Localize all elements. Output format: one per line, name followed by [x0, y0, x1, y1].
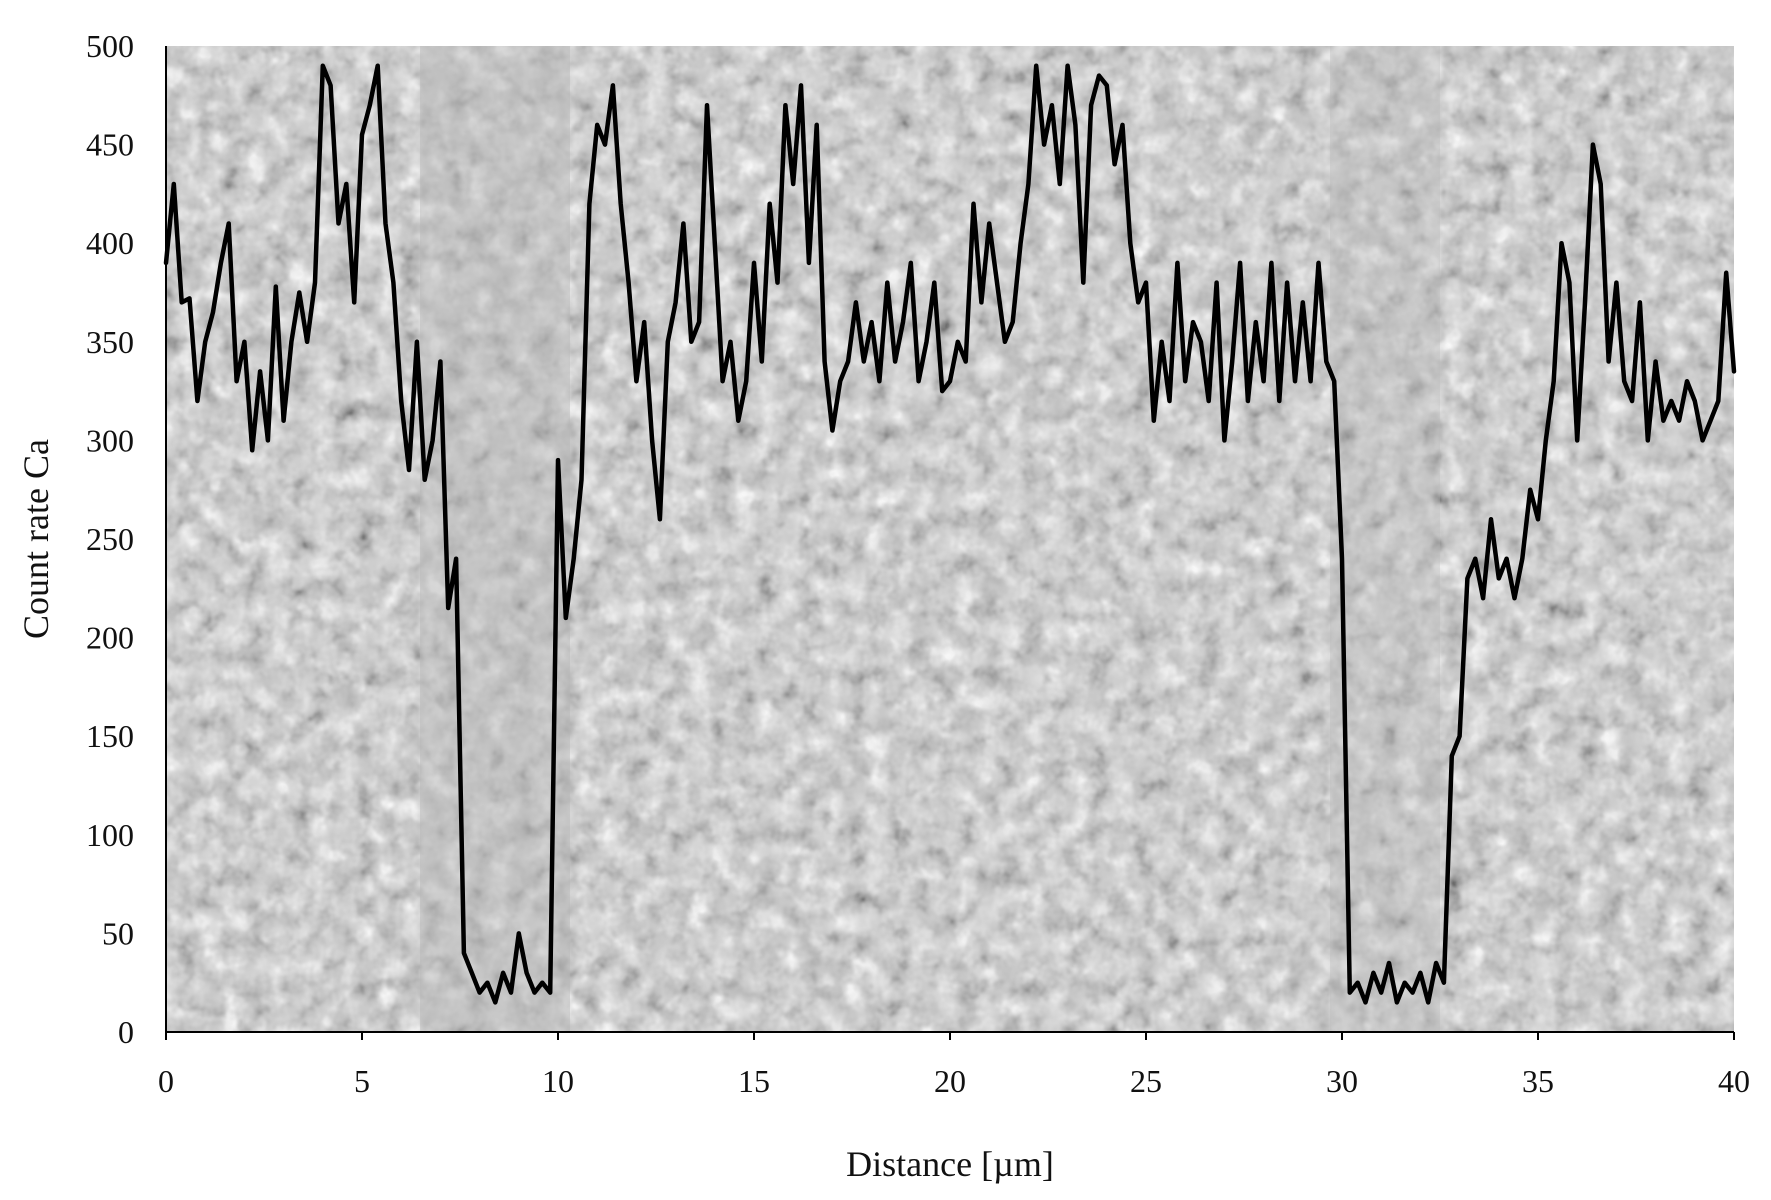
y-tick-label: 50	[102, 915, 134, 951]
sem-background	[166, 46, 1734, 1032]
x-tick-label: 20	[934, 1063, 966, 1099]
y-tick-label: 300	[86, 422, 134, 458]
y-tick-label: 150	[86, 718, 134, 754]
x-tick-label: 25	[1130, 1063, 1162, 1099]
x-axis-title: Distance [µm]	[846, 1144, 1054, 1184]
x-axis-ticks: 0 5 10 15 20 25 30 35 40	[158, 1032, 1750, 1099]
y-tick-label: 500	[86, 28, 134, 64]
count-rate-line	[163, 63, 1737, 1005]
y-tick-label: 450	[86, 127, 134, 163]
y-tick-label: 250	[86, 521, 134, 557]
x-tick-label: 40	[1718, 1063, 1750, 1099]
y-tick-label: 400	[86, 225, 134, 261]
y-tick-label: 350	[86, 324, 134, 360]
x-tick-label: 15	[738, 1063, 770, 1099]
x-tick-label: 30	[1326, 1063, 1358, 1099]
y-tick-label: 200	[86, 620, 134, 656]
y-axis-title: Count rate Ca	[16, 439, 56, 639]
x-tick-label: 5	[354, 1063, 370, 1099]
x-tick-label: 35	[1522, 1063, 1554, 1099]
x-tick-label: 10	[542, 1063, 574, 1099]
y-tick-label: 100	[86, 817, 134, 853]
data-series	[163, 63, 1737, 1005]
x-tick-label: 0	[158, 1063, 174, 1099]
y-axis-ticks: 0 50 100 150 200 250 300 350 400 450 500	[86, 28, 134, 1050]
y-tick-label: 0	[118, 1014, 134, 1050]
